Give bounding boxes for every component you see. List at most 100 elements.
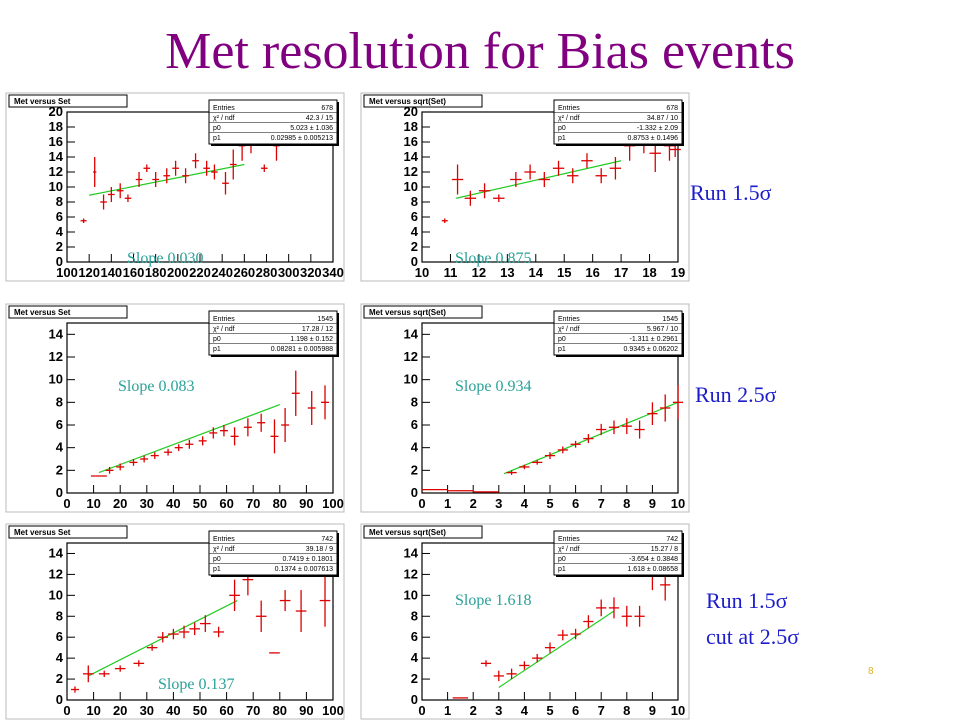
data-point	[480, 660, 492, 667]
x-tick-label: 9	[649, 703, 656, 718]
y-tick-label: 18	[404, 119, 418, 134]
x-tick-label: 18	[642, 265, 656, 280]
data-point	[93, 157, 97, 187]
data-point	[493, 194, 505, 202]
x-tick-label: 30	[140, 703, 154, 718]
x-tick-label: 7	[598, 703, 605, 718]
y-tick-label: 2	[56, 239, 63, 254]
x-tick-label: 70	[246, 496, 260, 511]
y-tick-label: 12	[404, 164, 418, 179]
run-label-row2: Run 2.5σ	[695, 382, 777, 407]
data-point	[567, 168, 579, 184]
y-tick-label: 14	[404, 149, 419, 164]
stats-box	[553, 310, 683, 356]
stats-key: χ² / ndf	[213, 115, 235, 122]
stats-key: Entries	[558, 316, 580, 323]
stats-key: p1	[558, 346, 566, 353]
stats-key: p0	[213, 556, 221, 563]
stats-value: 34.87 / 10	[647, 115, 678, 122]
data-point	[609, 157, 622, 180]
data-point	[291, 370, 300, 416]
x-tick-label: 15	[557, 265, 571, 280]
data-point	[229, 149, 237, 180]
stats-value: 39.18 / 9	[306, 546, 333, 553]
data-point	[552, 160, 565, 176]
y-tick-label: 2	[56, 671, 63, 686]
data-point	[608, 597, 620, 619]
data-point	[209, 427, 218, 439]
y-tick-label: 14	[49, 326, 64, 341]
stats-value: 0.7419 ± 0.1801	[282, 556, 333, 563]
stats-key: p0	[213, 336, 221, 343]
stats-value: 17.28 / 12	[302, 326, 333, 333]
data-point	[279, 590, 291, 612]
data-point	[441, 218, 448, 223]
x-tick-label: 260	[233, 265, 255, 280]
data-point	[319, 574, 331, 627]
chart-title-box	[8, 305, 128, 319]
data-point	[163, 168, 171, 184]
data-point	[192, 153, 199, 169]
y-tick-label: 6	[411, 417, 418, 432]
x-tick-label: 3	[495, 496, 502, 511]
x-tick-label: 5	[546, 703, 553, 718]
x-tick-label: 240	[211, 265, 233, 280]
stats-value: 0.08281 ± 0.005988	[271, 346, 333, 353]
data-point	[451, 164, 464, 195]
x-tick-label: 3	[495, 703, 502, 718]
x-tick-label: 0	[63, 703, 70, 718]
stats-value: 1.618 ± 0.08658	[627, 566, 678, 573]
y-tick-label: 14	[404, 326, 419, 341]
data-point	[321, 385, 330, 420]
y-tick-label: 18	[49, 119, 63, 134]
slope-label-1: Slope 0.030	[127, 250, 204, 267]
x-tick-label: 140	[100, 265, 122, 280]
x-tick-label: 10	[671, 703, 685, 718]
data-point	[146, 644, 158, 651]
stats-key: χ² / ndf	[558, 115, 580, 122]
x-tick-label: 80	[273, 703, 287, 718]
data-point	[634, 420, 645, 439]
x-tick-label: 280	[256, 265, 278, 280]
stats-box	[553, 530, 683, 576]
data-point	[172, 160, 179, 176]
data-point	[124, 194, 132, 202]
fit-line	[98, 404, 281, 474]
slope-label-3: Slope 0.083	[118, 378, 195, 395]
data-point	[143, 164, 151, 172]
x-tick-label: 90	[299, 703, 313, 718]
y-tick-label: 4	[411, 650, 419, 665]
x-tick-label: 16	[585, 265, 599, 280]
stats-value: 42.3 / 15	[306, 115, 333, 122]
chart-title: Met versus Set	[14, 97, 71, 106]
y-tick-label: 12	[49, 566, 63, 581]
y-tick-label: 12	[49, 349, 63, 364]
x-tick-label: 10	[671, 496, 685, 511]
x-tick-label: 50	[193, 703, 207, 718]
y-tick-label: 10	[49, 372, 63, 387]
y-tick-label: 4	[56, 224, 64, 239]
stats-key: p1	[558, 566, 566, 573]
stats-value: -1.311 ± 0.2961	[630, 336, 679, 343]
y-tick-label: 6	[56, 417, 63, 432]
fit-line	[456, 160, 622, 199]
data-point	[255, 600, 267, 632]
x-tick-label: 2	[470, 496, 477, 511]
chart-title: Met versus Set	[14, 308, 71, 317]
y-tick-label: 12	[404, 566, 418, 581]
data-point	[672, 385, 684, 420]
stats-value: 15.27 / 8	[651, 546, 678, 553]
data-point	[519, 661, 530, 670]
data-point	[532, 460, 543, 465]
chart-title-box	[8, 525, 128, 539]
data-point	[133, 660, 145, 667]
chart-title-box	[363, 305, 483, 319]
data-point	[182, 168, 189, 184]
chart-title: Met versus sqrt(Set)	[369, 308, 446, 317]
y-tick-label: 20	[49, 104, 63, 119]
stats-key: p0	[558, 336, 566, 343]
data-point	[80, 218, 87, 223]
stats-key: Entries	[558, 536, 580, 543]
x-tick-label: 0	[418, 496, 425, 511]
